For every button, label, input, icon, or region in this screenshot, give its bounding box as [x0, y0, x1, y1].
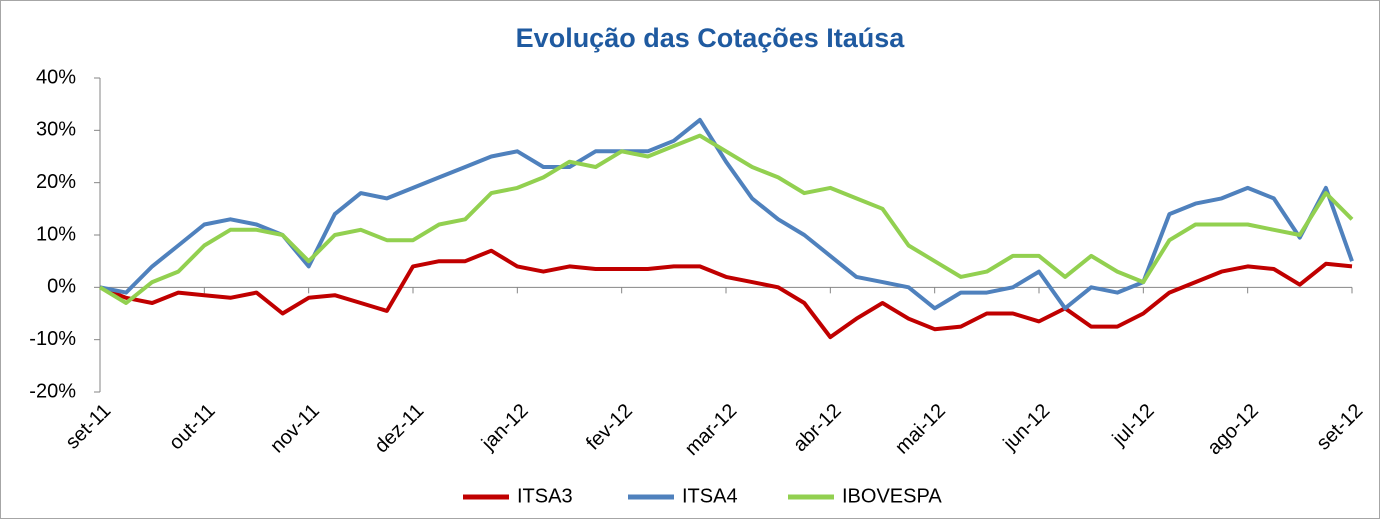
y-tick-label: 0%: [47, 276, 76, 298]
y-tick-label: 20%: [36, 171, 76, 193]
legend-label: IBOVESPA: [842, 485, 942, 507]
legend-label: ITSA3: [517, 485, 573, 507]
y-tick-label: 30%: [36, 119, 76, 141]
y-tick-label: -20%: [29, 380, 76, 402]
y-tick-label: -10%: [29, 328, 76, 350]
series-line: [98, 133, 1354, 305]
y-tick-label: 10%: [36, 223, 76, 245]
legend-label: ITSA4: [682, 485, 738, 507]
series-line: [99, 248, 1353, 340]
chart-title: Evolução das Cotações Itaúsa: [516, 23, 906, 53]
y-tick-label: 40%: [36, 66, 76, 88]
